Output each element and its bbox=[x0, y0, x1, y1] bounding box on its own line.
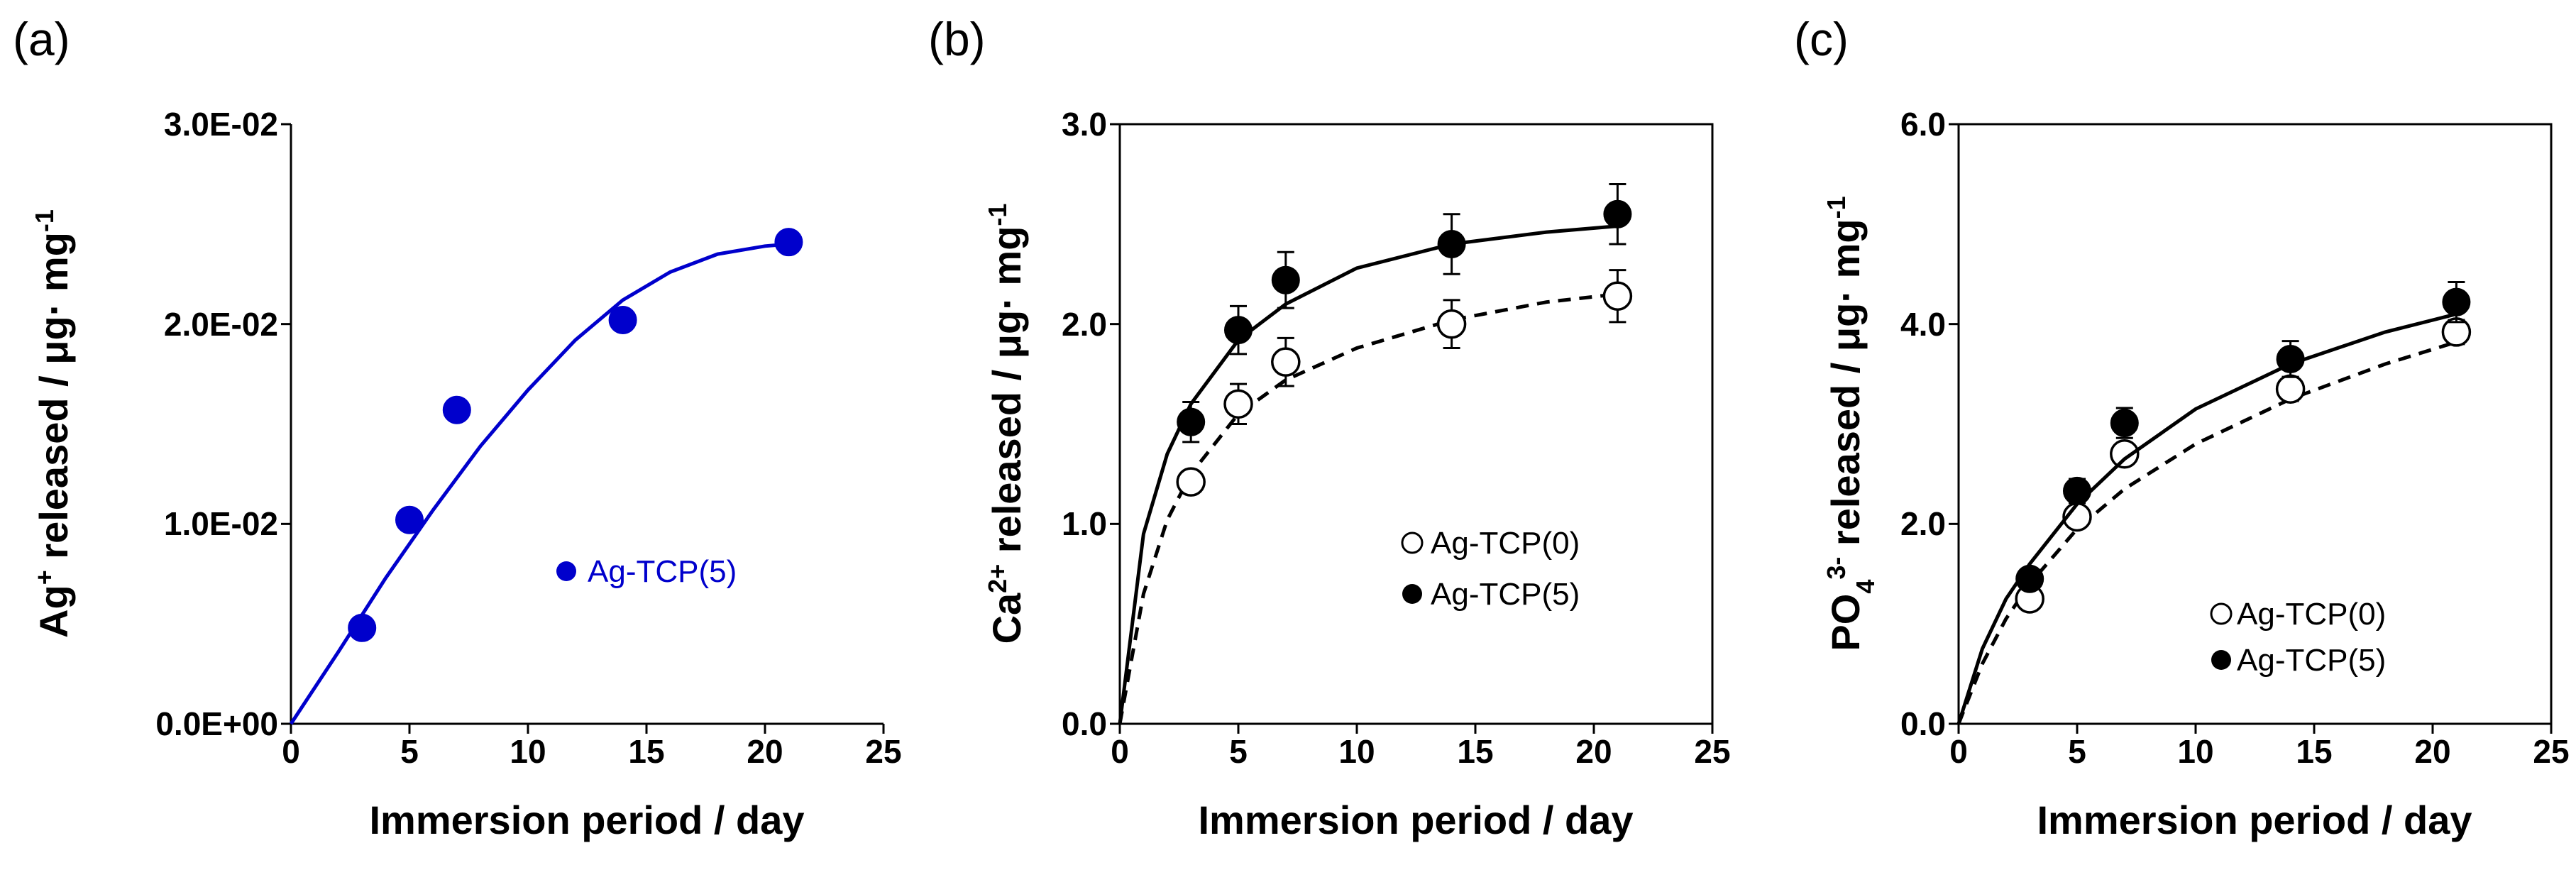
legend-label: Ag-TCP(5) bbox=[2237, 643, 2386, 678]
plot-frame bbox=[1957, 123, 2553, 725]
legend: Ag-TCP(0) Ag-TCP(5) bbox=[2210, 597, 2386, 678]
x-tick-label: 0 bbox=[1949, 733, 1968, 770]
series-layer bbox=[1118, 183, 1633, 725]
data-point bbox=[1602, 281, 1633, 311]
plot-area-c: 0 5 10 15 20 25 0.0 2.0 4.0 6.0 Immersio… bbox=[1822, 106, 2570, 842]
y-tick-label: 0.0 bbox=[1062, 705, 1107, 742]
series-layer bbox=[289, 228, 803, 725]
y-tick-label: 1.0 bbox=[1062, 505, 1107, 542]
data-point bbox=[1437, 230, 1466, 258]
y-tick-label: 6.0 bbox=[1900, 106, 1946, 143]
series-layer bbox=[1956, 281, 2472, 725]
legend-marker-filled bbox=[1402, 584, 1422, 604]
legend: Ag-TCP(5) bbox=[556, 554, 737, 589]
legend-label: Ag-TCP(5) bbox=[1431, 577, 1580, 612]
y-tick-label: 3.0 bbox=[1062, 106, 1107, 143]
x-tick-label: 15 bbox=[1457, 733, 1493, 770]
y-axis-title: PO43- released / μg· mg-1 bbox=[1822, 196, 1880, 651]
data-point bbox=[774, 228, 803, 257]
fit-curve bbox=[1956, 340, 2457, 725]
data-point bbox=[2063, 476, 2091, 505]
legend-label: Ag-TCP(5) bbox=[588, 554, 737, 589]
x-tick-label: 10 bbox=[510, 733, 546, 770]
x-tick-label: 10 bbox=[1338, 733, 1375, 770]
fit-curve bbox=[1118, 292, 1618, 725]
data-point bbox=[395, 505, 424, 534]
y-tick-label: 2.0 bbox=[1062, 306, 1107, 343]
x-tick-label: 20 bbox=[1575, 733, 1612, 770]
x-axis-title: Immersion period / day bbox=[2037, 798, 2472, 842]
legend-marker-open bbox=[2210, 602, 2233, 625]
data-point bbox=[2110, 409, 2139, 438]
y-tick-marks bbox=[281, 123, 291, 725]
y-tick-label: 0.0E+00 bbox=[155, 705, 278, 742]
x-tick-label: 5 bbox=[2068, 733, 2086, 770]
panel-b: (b) 0 5 10 15 20 25 0.0 1.0 2.0 3.0 Imme… bbox=[928, 13, 1731, 842]
x-tick-label: 20 bbox=[2414, 733, 2450, 770]
fit-curve bbox=[1118, 224, 1618, 725]
x-tick-label: 25 bbox=[2533, 733, 2569, 770]
data-point bbox=[608, 306, 637, 335]
y-tick-label: 3.0E-02 bbox=[164, 106, 278, 143]
x-tick-label: 0 bbox=[282, 733, 300, 770]
y-axis-title: Ca2+ released / μg· mg-1 bbox=[983, 204, 1030, 644]
x-axis-title: Immersion period / day bbox=[369, 798, 804, 842]
data-point bbox=[442, 395, 471, 424]
x-tick-label: 15 bbox=[628, 733, 664, 770]
legend-marker-open bbox=[1401, 531, 1424, 554]
data-point bbox=[1176, 467, 1206, 497]
y-tick-marks bbox=[1110, 123, 1120, 725]
fit-curve bbox=[1956, 312, 2457, 725]
legend-label: Ag-TCP(0) bbox=[2237, 597, 2386, 632]
y-tick-label: 0.0 bbox=[1900, 705, 1946, 742]
data-point bbox=[2275, 374, 2306, 404]
panel-label-a: (a) bbox=[13, 13, 70, 65]
data-point bbox=[1603, 199, 1632, 228]
panel-label-c: (c) bbox=[1794, 13, 1849, 65]
panel-c: (c) 0 5 10 15 20 25 0.0 2.0 4.0 6.0 Imme… bbox=[1794, 13, 2570, 842]
legend-marker-filled bbox=[2211, 650, 2231, 670]
legend-label: Ag-TCP(0) bbox=[1431, 526, 1580, 561]
x-tick-marks bbox=[290, 724, 885, 734]
legend-marker bbox=[556, 561, 576, 581]
plot-area-b: 0 5 10 15 20 25 0.0 1.0 2.0 3.0 Immersio… bbox=[983, 106, 1731, 842]
data-point bbox=[348, 613, 377, 642]
y-axis-title: Ag+ released / μg· mg-1 bbox=[30, 209, 77, 638]
x-tick-label: 5 bbox=[400, 733, 419, 770]
x-tick-label: 5 bbox=[1229, 733, 1248, 770]
x-axis-title: Immersion period / day bbox=[1198, 798, 1633, 842]
data-point bbox=[2276, 344, 2305, 373]
y-tick-label: 2.0E-02 bbox=[164, 306, 278, 343]
plot-frame bbox=[1118, 123, 1714, 725]
y-tick-label: 2.0 bbox=[1900, 505, 1946, 542]
fit-curve bbox=[289, 242, 789, 725]
legend: Ag-TCP(0) Ag-TCP(5) bbox=[1401, 526, 1580, 612]
data-point bbox=[2442, 287, 2471, 316]
data-point bbox=[2110, 439, 2140, 469]
x-tick-marks bbox=[1957, 724, 2553, 734]
y-tick-marks bbox=[1949, 123, 1959, 725]
y-tick-label: 4.0 bbox=[1900, 306, 1946, 343]
x-tick-label: 10 bbox=[2177, 733, 2213, 770]
panel-label-b: (b) bbox=[928, 13, 986, 65]
data-point bbox=[1271, 265, 1300, 294]
plot-area-a: 0 5 10 15 20 25 0.0E+00 1.0E-02 2.0E-02 … bbox=[30, 106, 902, 842]
data-point bbox=[1436, 309, 1467, 339]
x-tick-label: 20 bbox=[747, 733, 783, 770]
y-tick-label: 1.0E-02 bbox=[164, 505, 278, 542]
data-point bbox=[2015, 564, 2044, 593]
x-tick-label: 25 bbox=[865, 733, 901, 770]
x-tick-label: 0 bbox=[1111, 733, 1129, 770]
panel-a: (a) 0 5 10 15 20 25 0.0E+00 1.0E-02 2.0E… bbox=[13, 13, 902, 842]
x-tick-marks bbox=[1118, 724, 1714, 734]
data-point bbox=[1223, 389, 1253, 419]
x-tick-label: 25 bbox=[1694, 733, 1730, 770]
data-point bbox=[1224, 316, 1253, 345]
data-point bbox=[1271, 347, 1301, 377]
x-tick-label: 15 bbox=[2296, 733, 2332, 770]
data-point bbox=[1177, 407, 1206, 436]
